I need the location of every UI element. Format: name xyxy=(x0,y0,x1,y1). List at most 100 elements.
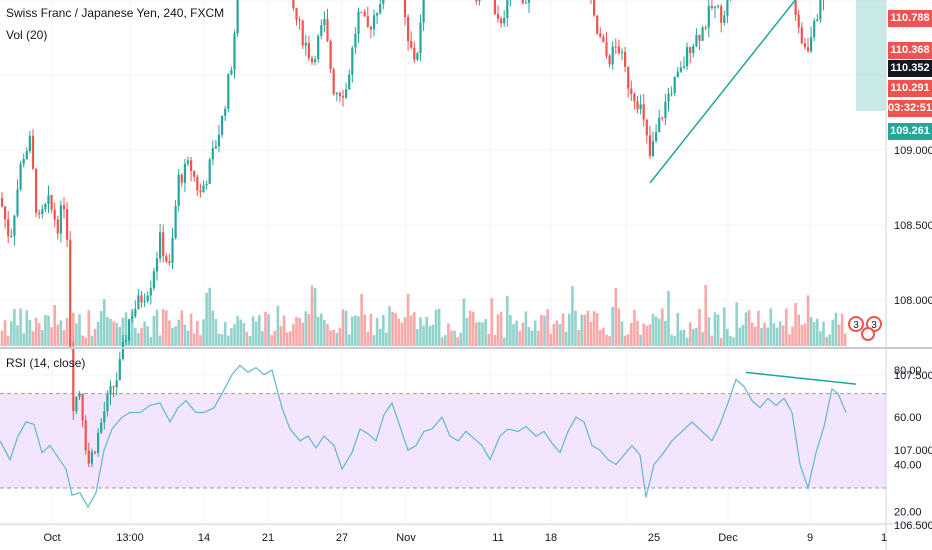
candle-body xyxy=(19,164,22,190)
candle-body xyxy=(341,96,345,98)
volume-bar xyxy=(121,317,125,346)
price-candles[interactable] xyxy=(0,0,846,468)
volume-bar xyxy=(444,335,447,346)
rsi-axis[interactable]: 80.00 60.00 40.00 20.00 xyxy=(894,365,922,519)
candle-body xyxy=(97,432,100,453)
volume-bar xyxy=(468,310,472,346)
price-axis[interactable]: 111.000110.500109.000108.500108.000107.5… xyxy=(894,0,932,532)
symbol-legend[interactable]: Swiss Franc / Japanese Yen, 240, FXCM xyxy=(6,6,225,20)
rsi-tick-label: 80.00 xyxy=(894,365,922,377)
volume-bar xyxy=(440,337,444,346)
candle-body xyxy=(199,190,202,193)
volume-bar xyxy=(363,314,366,346)
volume-bar xyxy=(388,306,391,346)
volume-legend[interactable]: Vol (20) xyxy=(6,28,48,42)
position-target-zone xyxy=(856,0,886,111)
volume-bar xyxy=(31,331,35,346)
candle-body xyxy=(62,205,66,210)
volume-bar xyxy=(673,336,676,346)
candle-body xyxy=(627,66,630,89)
candle-body xyxy=(416,53,419,60)
rsi-line xyxy=(0,364,847,509)
price-tag[interactable]: 110.352 xyxy=(888,60,932,77)
volume-bar xyxy=(72,312,75,346)
volume-bar xyxy=(800,324,804,346)
candle-body xyxy=(13,215,16,236)
candle-body xyxy=(307,43,310,59)
volume-bar xyxy=(130,310,134,346)
volume-bar xyxy=(661,308,664,346)
price-tag[interactable]: 03:32:51 xyxy=(888,100,932,117)
volume-bar xyxy=(822,321,825,346)
price-tick-label: 108.000 xyxy=(894,295,932,307)
volume-bar xyxy=(704,284,707,346)
volume-bar xyxy=(676,313,680,346)
candle-body xyxy=(689,47,692,54)
volume-bar xyxy=(301,322,304,346)
candle-body xyxy=(121,341,124,360)
volume-bar xyxy=(183,324,187,346)
price-tag[interactable]: 109.261 xyxy=(888,123,932,140)
volume-bar xyxy=(549,333,552,346)
time-tick-label: Nov xyxy=(396,532,416,544)
candle-body xyxy=(310,58,314,63)
candle-body xyxy=(221,115,224,135)
volume-bar xyxy=(419,317,422,346)
candle-body xyxy=(338,92,341,97)
volume-bar xyxy=(316,316,320,346)
drawing-tools[interactable] xyxy=(0,0,886,184)
price-tag[interactable]: 110.368 xyxy=(888,42,932,59)
volume-bar xyxy=(785,308,788,346)
candle-body xyxy=(211,148,214,160)
time-tick-label: 11 xyxy=(492,532,503,544)
candle-body xyxy=(410,41,413,48)
volume-bar xyxy=(425,316,428,346)
candle-body xyxy=(149,288,152,296)
price-tick-label: 108.500 xyxy=(894,220,932,232)
volume-bar xyxy=(0,330,4,346)
volume-bar xyxy=(285,332,289,346)
price-tag[interactable]: 110.291 xyxy=(888,80,932,97)
time-axis[interactable]: Oct 13:00 14 21 27 Nov 11 18 25 Dec 9 1 xyxy=(43,532,887,544)
price-tag[interactable]: 110.788 xyxy=(888,10,932,27)
volume-bar xyxy=(506,295,509,346)
rsi-band xyxy=(0,393,886,489)
volume-bar xyxy=(561,313,565,346)
volume-bar xyxy=(233,324,236,346)
volume-bar xyxy=(806,295,810,346)
volume-bar xyxy=(329,330,332,346)
candle-body xyxy=(35,168,38,213)
candle-body xyxy=(143,301,146,303)
candle-body xyxy=(658,117,661,133)
candle-body xyxy=(134,308,137,317)
candle-body xyxy=(171,238,174,263)
volume-bar xyxy=(692,329,695,346)
volume-bar xyxy=(502,337,506,346)
candle-body xyxy=(168,261,171,263)
rsi-chart[interactable] xyxy=(0,364,857,509)
volume-bar xyxy=(816,318,819,346)
rsi-legend[interactable]: RSI (14, close) xyxy=(6,356,86,370)
volume-bar xyxy=(456,337,459,346)
volume-bar xyxy=(642,323,645,346)
candle-body xyxy=(38,212,41,215)
volume-bar xyxy=(44,315,47,346)
candle-body xyxy=(692,46,695,54)
volume-bar xyxy=(552,324,556,346)
candle-body xyxy=(292,0,295,9)
volume-bar xyxy=(93,328,97,346)
candle-body xyxy=(407,17,410,42)
volume-bar xyxy=(106,316,109,346)
volume-bar xyxy=(124,312,128,346)
volume-bar xyxy=(794,303,797,346)
volume-bar xyxy=(372,335,376,346)
candle-body xyxy=(295,8,298,20)
candle-body xyxy=(710,5,713,9)
candle-body xyxy=(214,146,217,149)
candle-body xyxy=(503,18,506,24)
volume-bar xyxy=(781,325,785,346)
volume-bar xyxy=(62,330,66,346)
candle-body xyxy=(403,0,407,18)
